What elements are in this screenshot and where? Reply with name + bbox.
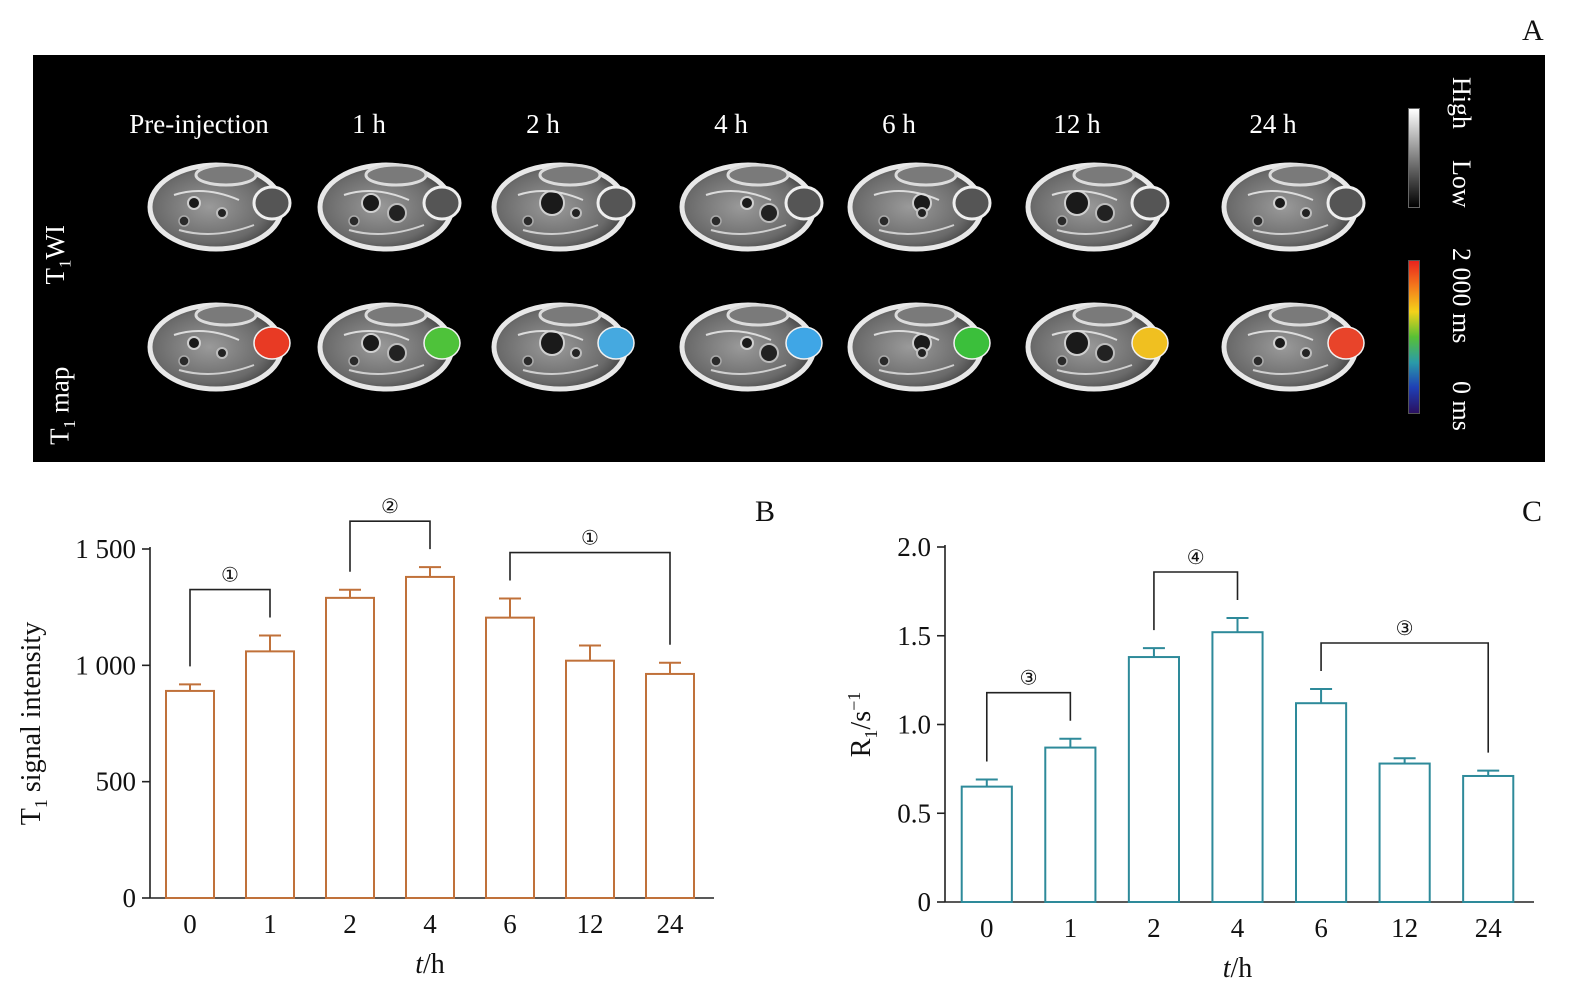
bar [645, 672, 695, 899]
x-tick-label: 4 [423, 909, 437, 939]
bar [325, 596, 375, 900]
bar [1295, 702, 1348, 903]
bar [1378, 762, 1431, 903]
t1-map-scan [317, 302, 461, 392]
x-tick-label: 24 [1475, 913, 1503, 943]
significance-label: ④ [1187, 547, 1205, 569]
bar [565, 659, 615, 899]
color-colorbar [1408, 260, 1420, 414]
x-tick-label: 12 [1391, 913, 1418, 943]
x-tick-label: 2 [1147, 913, 1161, 943]
t1wi-scan [847, 162, 992, 252]
bar [960, 785, 1013, 903]
significance-label: ① [581, 528, 599, 550]
panel-letter-b: B [755, 495, 776, 528]
y-tick-label: 500 [96, 767, 137, 797]
significance-label: ③ [1396, 618, 1414, 640]
significance-bracket [189, 588, 271, 667]
x-axis-label: t/h [1223, 953, 1253, 984]
t1wi-scan [1221, 162, 1366, 252]
significance-bracket [1153, 571, 1239, 631]
bar [1044, 746, 1097, 903]
y-tick-label: 2.0 [897, 532, 931, 562]
t1-map-scan [147, 302, 291, 392]
y-tick-label: 1.0 [897, 710, 931, 740]
row-label-t1wi: T1WI [40, 224, 75, 285]
bar [405, 575, 455, 899]
x-tick-label: 12 [577, 909, 604, 939]
column-label: 6 h [882, 109, 916, 139]
color-min-label: 0 ms [1447, 381, 1476, 431]
column-label: 24 h [1249, 109, 1297, 139]
x-tick-label: 0 [980, 913, 994, 943]
grayscale-colorbar [1408, 108, 1420, 208]
y-tick-label: 0.5 [897, 798, 931, 828]
significance-bracket [349, 520, 431, 572]
y-tick-label: 0 [918, 887, 932, 917]
significance-label: ② [381, 496, 399, 518]
x-tick-label: 4 [1231, 913, 1245, 943]
x-tick-label: 0 [183, 909, 197, 939]
t1wi-scan [147, 162, 292, 252]
bar [1211, 631, 1264, 903]
y-tick-label: 1 500 [75, 534, 136, 564]
bar [165, 689, 215, 899]
y-tick-label: 1.5 [897, 621, 931, 651]
t1wi-scan [1025, 162, 1170, 252]
color-max-label: 2 000 ms [1447, 248, 1476, 344]
bar [1462, 774, 1515, 904]
grayscale-high-label: High [1447, 77, 1476, 129]
x-tick-label: 1 [1064, 913, 1078, 943]
significance-label: ① [221, 565, 239, 587]
x-tick-label: 2 [343, 909, 357, 939]
x-tick-label: 6 [1314, 913, 1328, 943]
y-axis-label: T1 signal intensity [16, 622, 51, 825]
t1-map-scan [1025, 302, 1169, 392]
column-label: 2 h [526, 109, 560, 139]
panel-letter-a: A [1522, 14, 1544, 47]
mri-image-panel: Pre-injection 1 h 2 h 4 h 6 h 12 h 24 h T1WI T… [33, 55, 1545, 462]
column-label: 4 h [714, 109, 748, 139]
x-axis-label: t/h [415, 949, 445, 980]
x-tick-label: 6 [503, 909, 517, 939]
row-label-t1map: T1 map [44, 366, 79, 445]
significance-label: ③ [1020, 668, 1038, 690]
y-axis-label: R1/s−1 [844, 692, 881, 758]
t1wi-scan [317, 162, 462, 252]
t1-map-scan [847, 302, 991, 392]
column-label: 12 h [1053, 109, 1101, 139]
t1-map-scan [1221, 302, 1365, 392]
y-tick-label: 0 [123, 883, 137, 913]
bar [1127, 656, 1181, 903]
t1-map-scan [679, 302, 823, 392]
significance-bracket [985, 691, 1072, 762]
bar [485, 616, 535, 900]
t1wi-scan [491, 162, 636, 252]
x-tick-label: 1 [263, 909, 277, 939]
t1-map-scan [491, 302, 635, 392]
y-tick-label: 1 000 [75, 650, 136, 680]
column-label: 1 h [352, 109, 386, 139]
significance-bracket [509, 551, 671, 645]
t1wi-scan [679, 162, 824, 252]
column-label: Pre-injection [129, 109, 269, 139]
significance-bracket [1320, 642, 1490, 753]
bar [245, 650, 295, 899]
x-tick-label: 24 [657, 909, 685, 939]
panel-letter-c: C [1522, 495, 1543, 528]
grayscale-low-label: Low [1447, 160, 1476, 208]
